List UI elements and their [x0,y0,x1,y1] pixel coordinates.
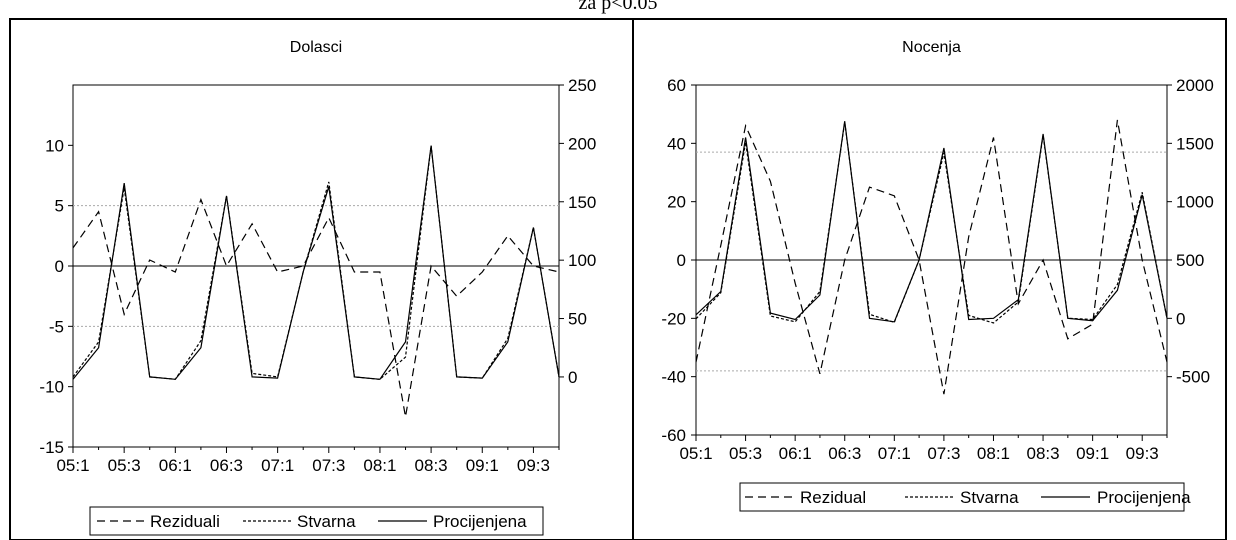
left-tick-label: 0 [55,257,64,276]
x-tick-label: 07:3 [312,456,345,475]
right-tick-label: 500 [1176,251,1204,270]
series-line-reziduali [72,197,560,417]
x-tick-label: 09:3 [517,456,550,475]
x-tick-label: 09:1 [466,456,499,475]
top-caption: za p<0.05 [0,0,1236,15]
left-tick-label: -15 [39,438,64,457]
right-tick-label: 50 [568,310,587,329]
x-tick-label: 07:3 [927,444,960,463]
right-tick-label: 250 [568,76,596,95]
x-tick-label: 06:1 [159,456,192,475]
right-tick-label: 1500 [1176,134,1214,153]
x-tick-label: 08:3 [1027,444,1060,463]
chart-nocenja: Nocenja -60 -40 -20 0 20 40 60 -500 0 500 1000 1500 2… [661,39,1214,512]
x-tick-label: 08:1 [363,456,396,475]
right-tick-label: 0 [1176,309,1185,328]
x-tick-label: 05:3 [729,444,762,463]
x-tick-label: 06:3 [210,456,243,475]
x-tick-label: 09:3 [1126,444,1159,463]
caption-text: za p<0.05 [578,0,658,14]
right-tick-label: 0 [568,368,577,387]
legend-box [739,482,1185,512]
legend-label-procijenjena: Procijenjena [433,512,527,531]
left-tick-label: -40 [661,368,686,387]
x-tick-label: 05:1 [679,444,712,463]
x-tick-label: 05:1 [56,456,89,475]
chart-title: Dolasci [290,39,342,56]
legend-label-stvarna: Stvarna [960,488,1019,507]
right-tick-label: 2000 [1176,76,1214,95]
right-tick-label: 200 [568,134,596,153]
left-tick-label: 40 [667,134,686,153]
left-tick-label: 0 [677,251,686,270]
x-tick-label: 06:3 [828,444,861,463]
legend-label-reziduali: Reziduali [150,512,220,531]
x-tick-label: 07:1 [878,444,911,463]
left-tick-label: 5 [55,197,64,216]
series-line-procijenjena [695,121,1168,323]
legend-label-procijenjena: Procijenjena [1097,488,1191,507]
left-tick-label: -10 [39,378,64,397]
left-tick-label: -5 [49,317,64,336]
x-tick-label: 05:3 [108,456,141,475]
right-tick-label: 1000 [1176,193,1214,212]
left-tick-label: 20 [667,193,686,212]
left-tick-label: 10 [45,136,64,155]
series-line-procijenjena [72,145,560,380]
legend-label-rezidual: Rezidual [800,488,866,507]
legend-box [89,506,544,536]
left-tick-label: -20 [661,309,686,328]
x-tick-label: 07:1 [261,456,294,475]
left-tick-label: -60 [661,426,686,445]
x-tick-label: 08:1 [977,444,1010,463]
chart-title: Nocenja [902,39,961,56]
right-tick-label: 150 [568,193,596,212]
x-tick-label: 08:3 [415,456,448,475]
outer-frame [9,18,1227,540]
right-tick-label: 100 [568,251,596,270]
series-line-rezidual [695,119,1168,395]
x-tick-label: 06:1 [779,444,812,463]
right-tick-label: -500 [1176,368,1210,387]
x-tick-label: 09:1 [1076,444,1109,463]
left-tick-label: 60 [667,76,686,95]
legend-label-stvarna: Stvarna [297,512,356,531]
